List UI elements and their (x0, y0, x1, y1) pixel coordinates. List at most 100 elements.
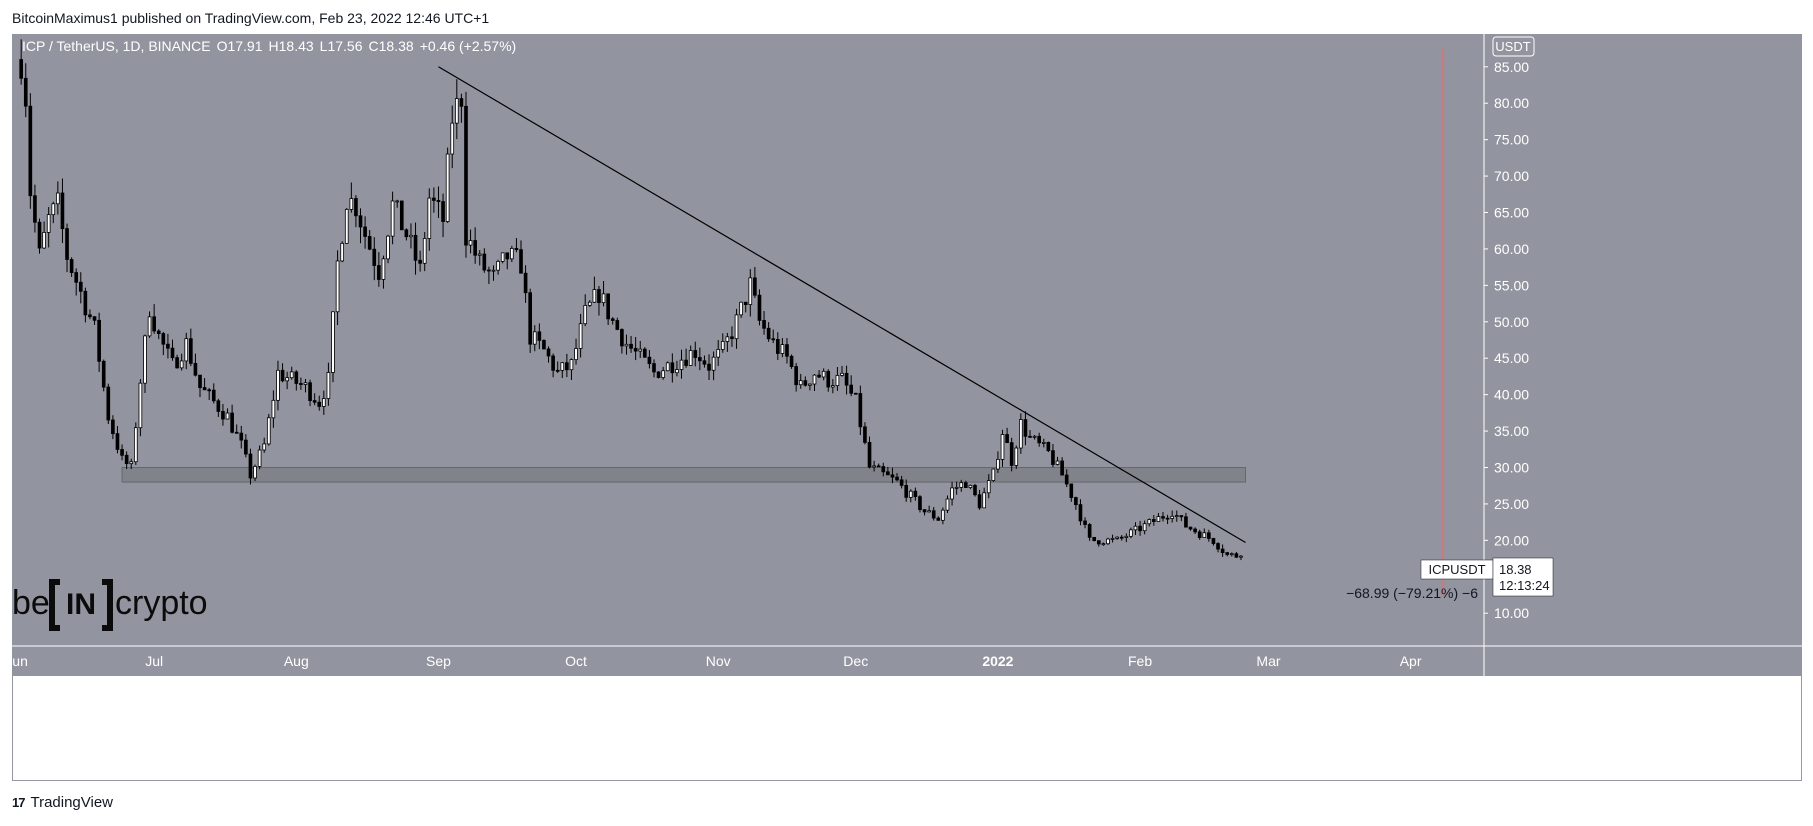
candle (858, 385, 863, 436)
candle (679, 349, 684, 379)
candle-body (1197, 531, 1202, 538)
candle (986, 474, 991, 499)
candle (904, 479, 909, 502)
price-chart[interactable]: 85.00 80.00 75.00 70.00 65.00 60.00 55.00 50.00… (12, 34, 1802, 781)
x-tick-label: Jun (12, 653, 28, 669)
candle-body (817, 374, 821, 378)
candle-body (565, 362, 569, 371)
candle (56, 181, 60, 215)
candle-body (963, 482, 968, 488)
candle (65, 223, 69, 273)
candle-body (835, 375, 840, 386)
candle (615, 317, 620, 331)
candle (234, 424, 239, 434)
last-price-tag: ICPUSDT 18.38 12:13:24 (1420, 557, 1554, 597)
candle-body (766, 327, 771, 340)
candle (1152, 515, 1156, 526)
legend-o-value: 17.91 (227, 38, 262, 54)
candle (1055, 456, 1060, 466)
candle (326, 362, 331, 406)
candle-body (716, 349, 721, 358)
candle-body (418, 259, 422, 264)
x-tick-label: Apr (1400, 653, 1422, 669)
candle-body (918, 496, 922, 511)
candle (890, 467, 895, 484)
corner-panel (1484, 646, 1802, 676)
candle-body (28, 105, 33, 197)
candle-body (1037, 435, 1042, 444)
candle-body (1087, 524, 1092, 538)
candle (624, 334, 629, 355)
candle (1129, 527, 1133, 539)
time-axis-panel (12, 646, 1484, 676)
candle (1165, 514, 1170, 525)
candle (1239, 555, 1243, 561)
candle-body (574, 348, 578, 361)
candle-body (684, 359, 688, 366)
candle (454, 79, 459, 140)
candle (386, 234, 390, 264)
y-tick-label: 70.00 (1494, 168, 1529, 184)
candle (436, 186, 441, 218)
candle-body (161, 333, 166, 345)
candle-body (597, 289, 601, 304)
candle (312, 393, 317, 406)
candle-body (97, 319, 101, 362)
descending-trendline (438, 66, 1246, 544)
candle-body (858, 393, 863, 428)
y-tick-label: 30.00 (1494, 460, 1529, 476)
candle (500, 252, 505, 264)
candle (170, 339, 175, 361)
x-tick-label: Nov (706, 653, 731, 669)
candle (239, 425, 244, 449)
candle (496, 259, 500, 275)
legend-c-value: 18.38 (379, 38, 414, 54)
candle-body (1211, 538, 1216, 544)
candle (1234, 551, 1239, 559)
candle-body (982, 492, 986, 509)
candle-body (661, 370, 665, 378)
candle-body (991, 468, 996, 481)
candle (271, 390, 276, 428)
candle (743, 301, 748, 313)
currency-badge[interactable]: USDT (1495, 39, 1530, 54)
candle (817, 370, 821, 379)
candle (427, 188, 432, 251)
y-tick-label: 65.00 (1494, 205, 1529, 221)
candle-body (523, 272, 528, 294)
candle (629, 336, 633, 353)
x-tick-label: Jul (145, 653, 163, 669)
candle (720, 333, 725, 353)
candle (459, 93, 464, 123)
candle-body (1161, 516, 1165, 519)
candle-body (743, 301, 748, 305)
candle-body (198, 374, 202, 388)
candle (528, 288, 533, 353)
candle-body (886, 471, 890, 476)
candle (207, 387, 212, 400)
candle-body (510, 248, 514, 260)
candle-body (1115, 536, 1119, 539)
candle-body (620, 329, 624, 347)
candle-body (789, 355, 794, 367)
candle (826, 369, 831, 392)
candle-body (358, 215, 363, 228)
candle-body (262, 443, 267, 451)
candle (1138, 520, 1142, 536)
candle (266, 413, 271, 446)
candle-body (1000, 434, 1005, 460)
candle-body (555, 369, 560, 372)
candle (711, 351, 716, 381)
candle (1202, 528, 1207, 538)
candle-body (954, 486, 959, 489)
candle (578, 313, 583, 358)
candle (1032, 434, 1037, 440)
candle-body (775, 339, 780, 354)
candle-body (890, 474, 895, 478)
tradingview-footer[interactable]: 17 TradingView (12, 794, 113, 811)
candle-body (60, 192, 65, 229)
candle-body (542, 340, 546, 350)
candle (1005, 427, 1009, 444)
legend-h-label: H (269, 38, 279, 54)
candle-body (665, 362, 670, 372)
